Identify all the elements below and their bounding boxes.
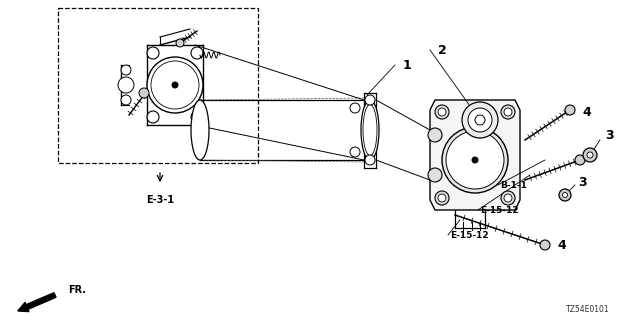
Text: E-15-12: E-15-12 [450, 230, 488, 239]
Circle shape [501, 105, 515, 119]
Circle shape [191, 47, 203, 59]
Circle shape [559, 189, 571, 201]
Text: E-3-1: E-3-1 [146, 195, 174, 205]
Ellipse shape [361, 100, 379, 160]
Circle shape [121, 95, 131, 105]
Circle shape [151, 61, 199, 109]
Circle shape [121, 65, 131, 75]
Text: 3: 3 [605, 129, 614, 141]
Circle shape [435, 105, 449, 119]
Circle shape [365, 95, 375, 105]
Circle shape [191, 111, 203, 123]
Circle shape [435, 191, 449, 205]
Circle shape [350, 103, 360, 113]
Text: 2: 2 [438, 44, 447, 57]
Circle shape [583, 148, 597, 162]
Text: 4: 4 [582, 106, 591, 118]
Ellipse shape [363, 105, 377, 156]
Circle shape [428, 128, 442, 142]
Circle shape [504, 194, 512, 202]
Ellipse shape [191, 100, 209, 160]
Circle shape [468, 108, 492, 132]
Circle shape [139, 88, 149, 98]
Circle shape [446, 131, 504, 189]
Circle shape [350, 147, 360, 157]
Circle shape [438, 194, 446, 202]
Circle shape [428, 168, 442, 182]
Text: E-15-12: E-15-12 [480, 205, 518, 214]
Text: FR.: FR. [68, 285, 86, 295]
Circle shape [504, 108, 512, 116]
Circle shape [438, 108, 446, 116]
Text: 1: 1 [403, 59, 412, 71]
Circle shape [147, 57, 203, 113]
Circle shape [540, 240, 550, 250]
Circle shape [147, 111, 159, 123]
Circle shape [118, 77, 134, 93]
Text: TZ54E0101: TZ54E0101 [566, 306, 610, 315]
Circle shape [147, 47, 159, 59]
Circle shape [365, 155, 375, 165]
Text: B-1-1: B-1-1 [500, 180, 527, 189]
Text: 4: 4 [557, 238, 566, 252]
Polygon shape [430, 100, 520, 210]
FancyArrow shape [18, 293, 56, 312]
Circle shape [575, 155, 585, 165]
Circle shape [172, 82, 178, 88]
Circle shape [176, 39, 184, 47]
Circle shape [587, 152, 593, 158]
Circle shape [475, 115, 485, 125]
Circle shape [462, 102, 498, 138]
Text: 3: 3 [578, 175, 587, 188]
Circle shape [565, 105, 575, 115]
Circle shape [442, 127, 508, 193]
Circle shape [472, 157, 478, 163]
Circle shape [501, 191, 515, 205]
Bar [58, 8, 258, 163]
Circle shape [563, 193, 568, 197]
